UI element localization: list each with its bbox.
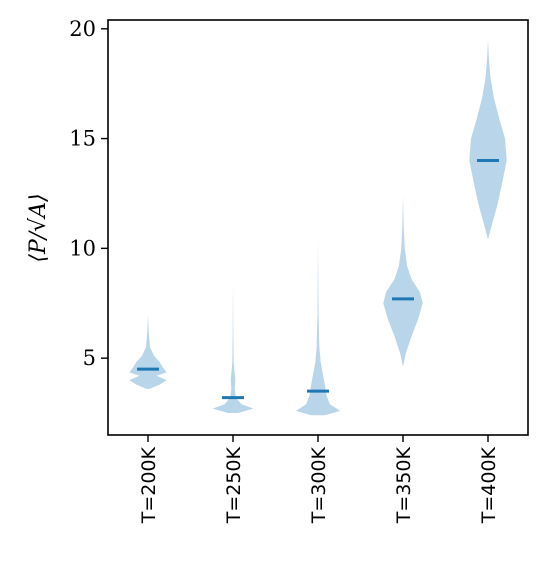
- x-tick-label: T=400K: [478, 446, 500, 524]
- violin-body-t-200k: [129, 314, 167, 389]
- x-tick-label: T=350K: [393, 446, 415, 524]
- violin-body-t-350k: [383, 195, 423, 367]
- median-layer: [137, 159, 499, 400]
- violin-body-t-400k: [469, 39, 507, 240]
- y-tick-label: 10: [69, 236, 96, 260]
- y-tick-label: 20: [69, 17, 96, 41]
- violin-body-t-250k: [212, 281, 254, 414]
- violin-layer: [129, 39, 507, 416]
- y-axis: 5 10 15 20: [69, 17, 108, 370]
- x-tick-label: T=250K: [223, 446, 245, 524]
- y-tick-label: 5: [83, 346, 96, 370]
- violin-body-t-300k: [295, 239, 341, 416]
- y-tick-label: 15: [69, 127, 96, 151]
- x-tick-label: T=300K: [308, 446, 330, 524]
- y-axis-label: ⟨P/√A⟩: [26, 193, 51, 262]
- x-axis: T=200K T=250K T=300K T=350K T=400K: [138, 435, 500, 524]
- x-tick-label: T=200K: [138, 446, 160, 524]
